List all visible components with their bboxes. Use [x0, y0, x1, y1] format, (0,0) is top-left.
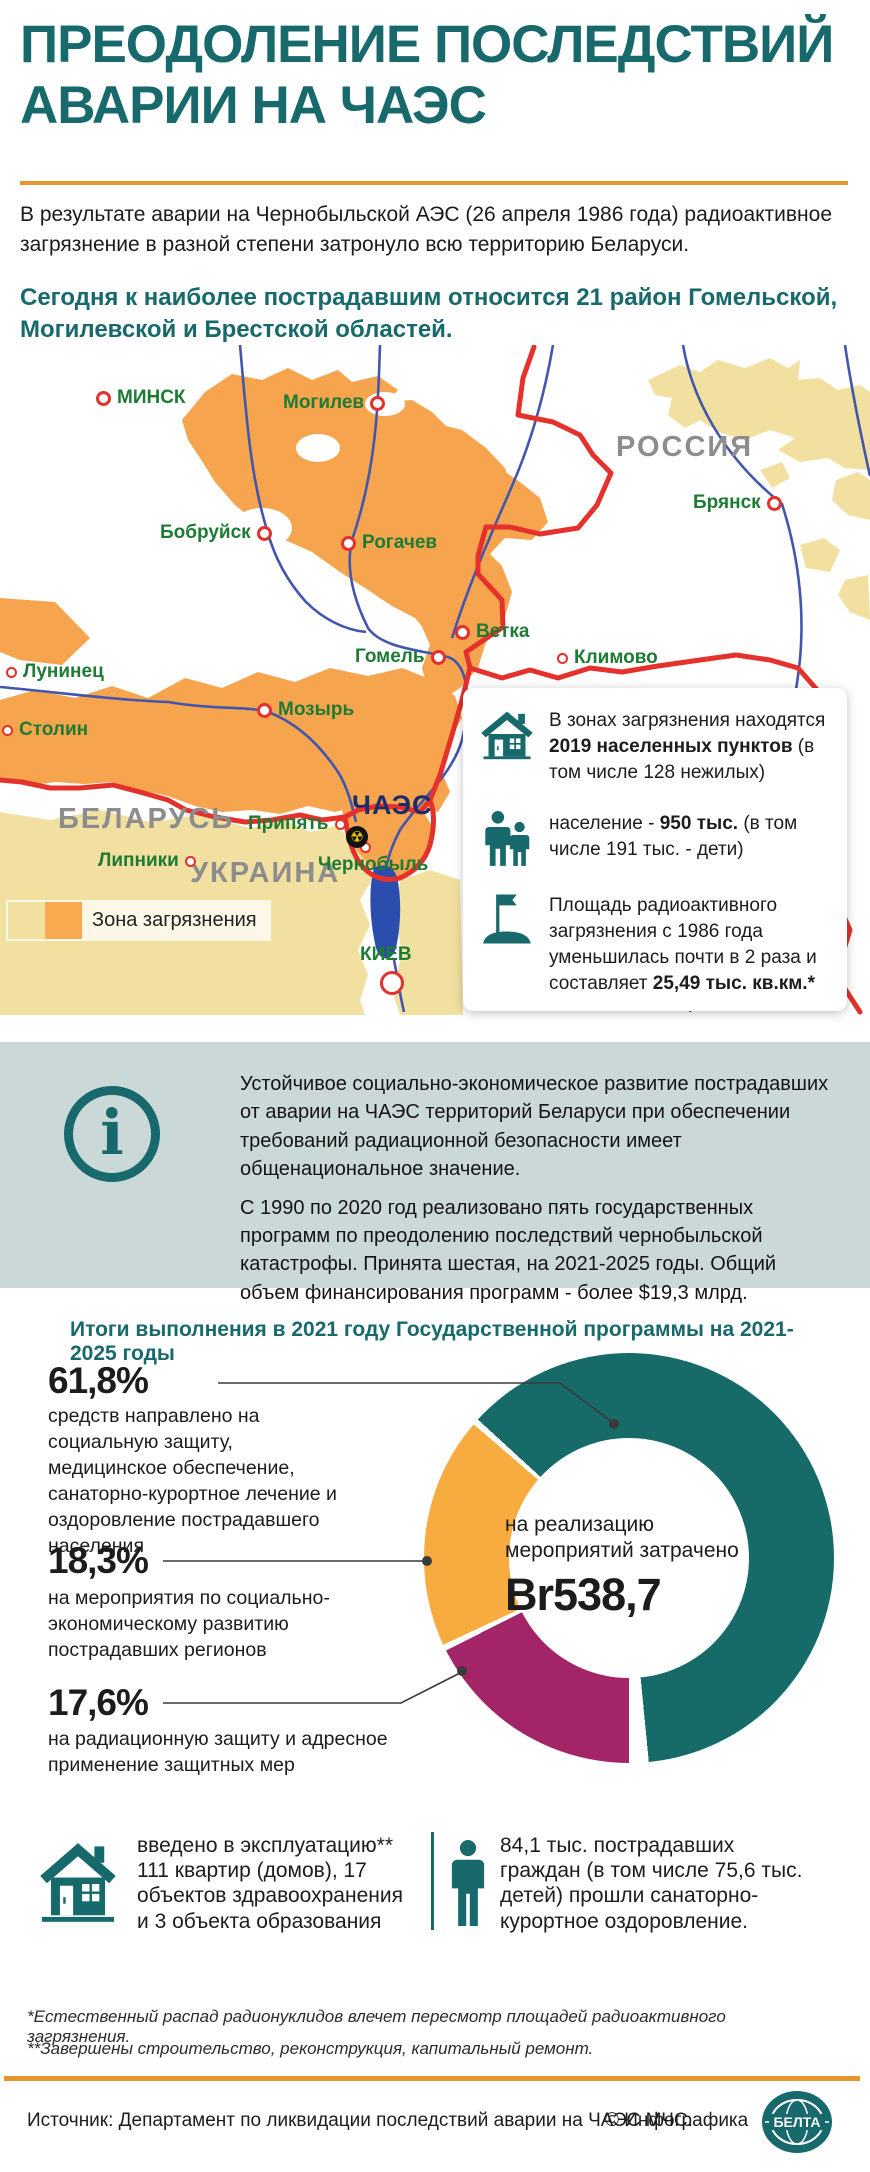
- city-kiev: КИЕВ: [360, 944, 412, 965]
- divider-rule-bottom: [4, 2076, 860, 2081]
- city-dot: [341, 535, 356, 551]
- city-dot: [766, 495, 782, 511]
- city-mogilev: Могилев: [283, 392, 386, 414]
- city-bryansk: Брянск: [693, 492, 782, 514]
- belta-logo: БЕЛТА: [761, 2090, 833, 2159]
- subtitle: Сегодня к наиболее пострадавшим относитс…: [20, 284, 838, 343]
- vertical-divider: [431, 1832, 434, 1930]
- map-info-card: В зонах загрязнения находятся 2019 насел…: [463, 688, 847, 1011]
- pct-economic: 18,3%: [48, 1540, 149, 1581]
- house-icon: [479, 708, 535, 760]
- info-block-para1: Устойчивое социально-экономическое разви…: [240, 1073, 829, 1181]
- city-dot: [256, 525, 272, 541]
- city-klimovo: Климово: [557, 647, 658, 669]
- bottom-stat-construction: введено в эксплуатацию** 111 квартир (до…: [137, 1834, 403, 1933]
- page-title: ПРЕОДОЛЕНИЕ ПОСЛЕДСТВИЙ АВАРИИ НА ЧАЭС: [20, 14, 850, 137]
- city-dot: [334, 818, 346, 830]
- city-dot: [455, 624, 470, 640]
- flag-icon: [479, 893, 535, 945]
- city-vetka: Ветка: [455, 621, 529, 643]
- city-dot: [96, 390, 111, 406]
- footnote-2: **Завершены строительство, реконструкция…: [27, 2039, 594, 2058]
- city-minsk: МИНСК: [96, 387, 186, 409]
- donut-center-text: на реализацию мероприятий затрачено Br53…: [505, 1513, 739, 1620]
- map-legend: Зона загрязнения: [6, 900, 271, 941]
- donut-center-value: Br538,7: [505, 1568, 662, 1620]
- chaes-label: ЧАЭС: [352, 790, 433, 820]
- city-gomel: Гомель: [355, 646, 446, 668]
- city-rogachev: Рогачев: [341, 532, 437, 554]
- country-label-ukraine: УКРАИНА: [190, 857, 341, 889]
- city-dot: [257, 702, 272, 718]
- donut-hole: [509, 1438, 749, 1678]
- radiation-icon: ☢: [346, 826, 368, 848]
- footnote-1: *Естественный распад радионуклидов влече…: [27, 2007, 726, 2046]
- intro-paragraph: В результате аварии на Чернобыльской АЭС…: [20, 203, 833, 256]
- belta-logo-text: БЕЛТА: [773, 2114, 820, 2130]
- city-chernobyl: Чернобыль: [318, 854, 429, 875]
- pct-economic-desc: на мероприятия по социально-экономическо…: [48, 1587, 330, 1661]
- city-dot: [430, 649, 446, 665]
- pct-protection: 17,6%: [48, 1682, 149, 1723]
- page-title-line1: ПРЕОДОЛЕНИЕ ПОСЛЕДСТВИЙ: [20, 15, 834, 74]
- info-block-para2: С 1990 по 2020 год реализовано пять госу…: [240, 1196, 777, 1304]
- info-icon: i: [64, 1086, 160, 1182]
- city-dot: [557, 652, 568, 664]
- house-icon: [37, 1836, 119, 1929]
- legend-swatch-orange: [45, 902, 82, 939]
- city-dot: [380, 971, 404, 995]
- bottom-stat-recovery: 84,1 тыс. пострадавших граждан (в том чи…: [500, 1834, 803, 1933]
- person-icon: [450, 1840, 486, 1931]
- divider-rule-top: [20, 181, 848, 185]
- info-card-item-settlements: В зонах загрязнения находятся 2019 насел…: [479, 708, 831, 785]
- contamination-map: БЕЛАРУСЬ РОССИЯ УКРАИНА МИНСК Могилев Бо…: [0, 345, 870, 1015]
- legend-swatch-light: [8, 902, 45, 939]
- info-block: i Устойчивое социально-экономическое раз…: [0, 1042, 870, 1304]
- pct-protection-desc: на радиационную защиту и адресное примен…: [48, 1728, 388, 1776]
- city-luninets: Лунинец: [6, 661, 104, 683]
- page-title-line2: АВАРИИ НА ЧАЭС: [20, 76, 487, 136]
- city-dot: [184, 855, 196, 867]
- info-card-item-population: население - 950 тыс. (в том числе 191 ты…: [479, 811, 831, 867]
- legend-label: Зона загрязнения: [92, 909, 257, 931]
- pct-social-desc: средств направлено на социальную защиту,…: [48, 1405, 337, 1557]
- city-dot: [370, 395, 386, 411]
- city-dot: [6, 666, 17, 678]
- country-label-russia: РОССИЯ: [616, 431, 754, 463]
- copyright-text: © Инфографика: [605, 2110, 749, 2131]
- map-shapes: [0, 345, 870, 1015]
- source-text: Источник: Департамент по ликвидации посл…: [27, 2110, 693, 2131]
- chart-title: Итоги выполнения в 2021 году Государстве…: [70, 1318, 794, 1365]
- city-mozyr: Мозырь: [257, 699, 354, 721]
- city-dot: [2, 724, 13, 736]
- city-stolin: Столин: [2, 719, 88, 741]
- country-label-belarus: БЕЛАРУСЬ: [58, 803, 235, 835]
- info-card-item-area: Площадь радиоактивного загрязнения с 198…: [479, 893, 831, 996]
- city-bobruisk: Бобруйск: [160, 522, 272, 544]
- people-icon: [479, 811, 535, 867]
- city-pripyat: Припять: [248, 813, 346, 835]
- city-lipniki: Липники: [98, 850, 196, 872]
- pct-social: 61,8%: [48, 1360, 149, 1401]
